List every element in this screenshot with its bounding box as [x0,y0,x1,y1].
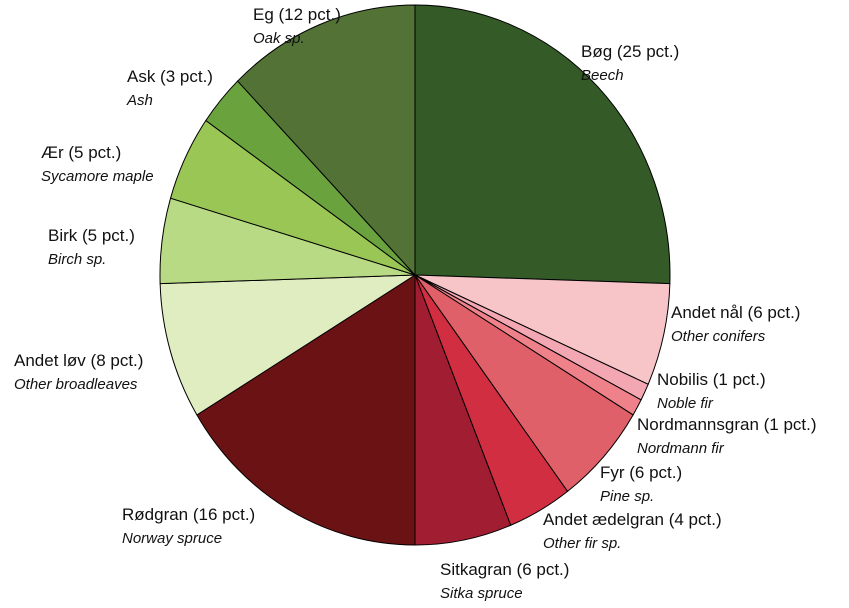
slice-label: Fyr (6 pct.) [600,463,682,482]
slice-sublabel: Noble fir [657,395,714,412]
slice-label: Eg (12 pct.) [253,5,341,24]
slice-sublabel: Other fir sp. [543,535,621,552]
slice-sublabel: Birch sp. [48,251,106,268]
slice-label: Sitkagran (6 pct.) [440,560,569,579]
pie-slice [196,274,416,546]
slice-label: Rødgran (16 pct.) [122,505,255,524]
slice-sublabel: Beech [581,67,624,84]
slice-label: Ask (3 pct.) [127,67,213,86]
pie-slice [414,4,671,285]
slice-label: Andet ædelgran (4 pct.) [543,510,722,529]
slice-sublabel: Nordmann fir [637,440,725,457]
slice-label: Andet løv (8 pct.) [14,351,143,370]
slice-sublabel: Sycamore maple [41,168,154,185]
slice-sublabel: Norway spruce [122,530,222,547]
slice-sublabel: Other broadleaves [14,376,138,393]
slice-label: Bøg (25 pct.) [581,42,679,61]
slice-label: Nordmannsgran (1 pct.) [637,415,817,434]
slice-sublabel: Pine sp. [600,488,654,505]
slice-sublabel: Oak sp. [253,30,305,47]
pie-slice [236,4,416,277]
slice-sublabel: Other conifers [671,328,766,345]
pie-slice [159,274,417,416]
slice-label: Birk (5 pct.) [48,226,135,245]
slice-label: Andet nål (6 pct.) [671,303,800,322]
slice-label: Ær (5 pct.) [41,143,121,162]
slice-label: Nobilis (1 pct.) [657,370,766,389]
slice-sublabel: Sitka spruce [440,585,523,602]
slice-sublabel: Ash [126,92,153,109]
